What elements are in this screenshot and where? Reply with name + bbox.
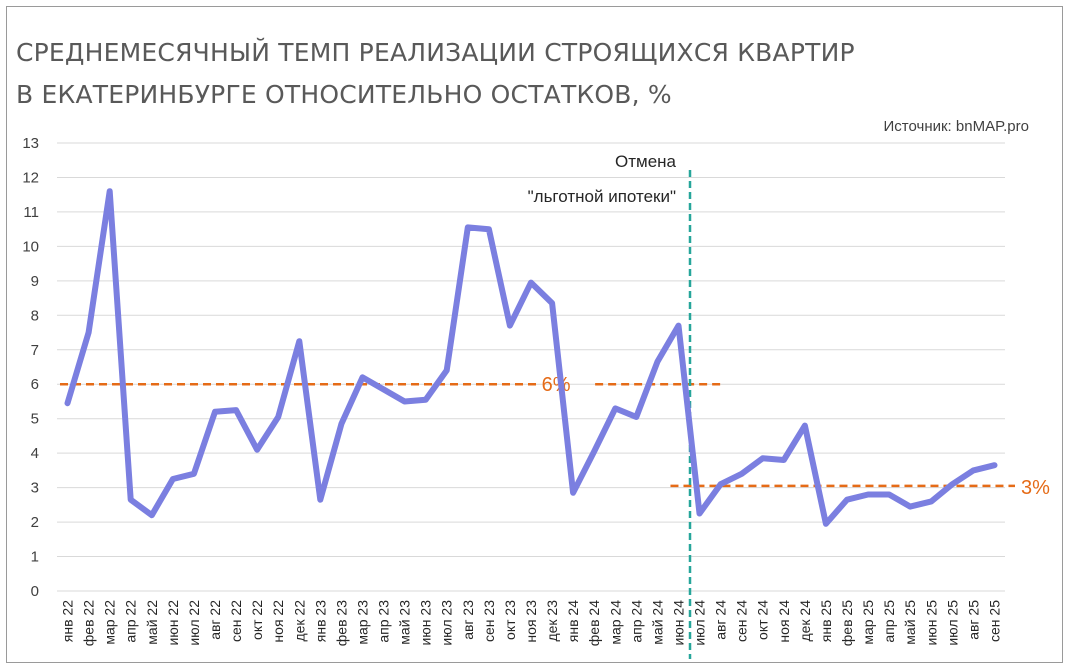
x-tick-label: май 22 <box>144 600 160 645</box>
x-tick-label: сен 24 <box>734 600 750 642</box>
chart-title-line-2: В ЕКАТЕРИНБУРГЕ ОТНОСИТЕЛЬНО ОСТАТКОВ, % <box>16 80 672 109</box>
x-tick-label: май 24 <box>649 600 665 645</box>
x-tick-label: апр 25 <box>881 600 897 643</box>
x-tick-label: авг 23 <box>460 600 476 640</box>
x-tick-label: фев 25 <box>839 600 855 646</box>
x-tick-label: июл 22 <box>186 600 202 646</box>
x-tick-label: авг 25 <box>965 600 981 640</box>
x-tick-label: окт 23 <box>502 600 518 640</box>
x-tick-label: апр 24 <box>628 600 644 643</box>
x-tick-label: дек 23 <box>544 600 560 642</box>
x-axis: янв 22 фев 22 мар 22 апр 22 май 22 июн 22 июл … <box>60 600 1003 646</box>
x-tick-label: июн 23 <box>418 600 434 646</box>
x-tick-label: сен 22 <box>228 600 244 642</box>
y-tick-label: 2 <box>31 514 39 531</box>
x-tick-label: фев 24 <box>586 600 602 646</box>
y-tick-label: 11 <box>23 204 39 221</box>
series-polyline <box>64 188 998 527</box>
y-tick-label: 5 <box>31 411 39 428</box>
x-tick-label: май 25 <box>902 600 918 645</box>
x-tick-label: фев 23 <box>333 600 349 646</box>
x-tick-label: дек 22 <box>291 600 307 642</box>
x-tick-label: сен 25 <box>986 600 1002 642</box>
chart-title-line-1: СРЕДНЕМЕСЯЧНЫЙ ТЕМП РЕАЛИЗАЦИИ СТРОЯЩИХС… <box>16 38 855 67</box>
x-tick-label: июл 25 <box>944 600 960 646</box>
x-tick-label: ноя 24 <box>776 600 792 643</box>
x-tick-label: янв 24 <box>565 600 581 642</box>
reference-label-6: 6% <box>542 374 571 396</box>
x-tick-label: июн 25 <box>923 600 939 646</box>
x-tick-label: июн 24 <box>670 600 686 646</box>
y-tick-label: 9 <box>31 273 39 290</box>
y-tick-label: 7 <box>31 342 39 359</box>
series-line <box>64 188 998 527</box>
y-tick-label: 0 <box>31 583 39 600</box>
x-tick-label: окт 22 <box>249 600 265 640</box>
x-tick-label: сен 23 <box>481 600 497 642</box>
x-tick-label: апр 22 <box>123 600 139 643</box>
x-tick-label: окт 24 <box>755 600 771 640</box>
chart-frame <box>6 6 1063 663</box>
policy-change-marker: Отмена "льготной ипотеки" <box>528 152 692 659</box>
x-tick-label: фев 22 <box>81 600 97 646</box>
x-tick-label: июл 23 <box>439 600 455 646</box>
x-tick-label: мар 24 <box>607 600 623 645</box>
y-tick-label: 8 <box>31 307 39 324</box>
y-tick-label: 13 <box>22 135 39 152</box>
x-tick-label: авг 22 <box>207 600 223 640</box>
y-tick-label: 4 <box>31 445 39 462</box>
x-tick-label: июл 24 <box>692 600 708 646</box>
y-tick-label: 10 <box>22 238 39 255</box>
annotation-line-1: Отмена <box>615 152 677 171</box>
y-tick-label: 3 <box>31 480 39 497</box>
x-tick-label: мар 23 <box>354 600 370 645</box>
x-tick-label: авг 24 <box>713 600 729 640</box>
x-tick-label: мар 25 <box>860 600 876 645</box>
y-tick-label: 1 <box>31 549 39 566</box>
annotation-line-2: "льготной ипотеки" <box>528 187 676 206</box>
reference-label-3: 3% <box>1021 477 1050 499</box>
x-tick-label: дек 24 <box>797 600 813 642</box>
x-tick-label: ноя 23 <box>523 600 539 643</box>
x-tick-label: мар 22 <box>102 600 118 645</box>
x-tick-label: янв 22 <box>60 600 76 642</box>
grid-lines <box>57 142 1005 592</box>
x-tick-label: июн 22 <box>165 600 181 646</box>
x-tick-label: ноя 22 <box>270 600 286 643</box>
x-tick-label: апр 23 <box>376 600 392 643</box>
x-tick-label: янв 23 <box>312 600 328 642</box>
y-tick-label: 6 <box>31 376 39 393</box>
source-note: Источник: bnMAP.pro <box>883 118 1029 135</box>
y-tick-label: 12 <box>22 169 39 186</box>
x-tick-label: май 23 <box>397 600 413 645</box>
x-tick-label: янв 25 <box>818 600 834 642</box>
